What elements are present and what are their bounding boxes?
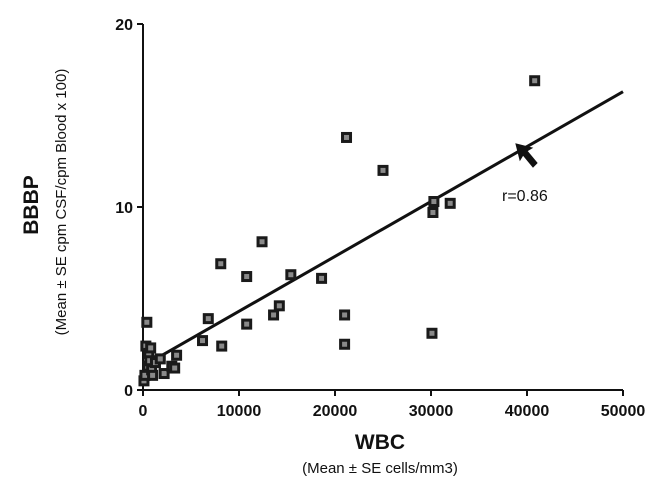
data-point (154, 353, 166, 365)
data-point (285, 269, 297, 281)
y-tick-label: 10 (115, 200, 133, 217)
x-tick-label: 0 (139, 403, 148, 420)
data-point (426, 327, 438, 339)
data-point (268, 309, 280, 321)
data-point (158, 368, 170, 380)
annotation: r=0.86 (502, 143, 548, 205)
x-tick-label: 30000 (409, 403, 454, 420)
data-point (202, 313, 214, 325)
data-point (216, 340, 228, 352)
data-point (241, 318, 253, 330)
y-ticks: 0 10 20 (115, 17, 143, 400)
x-tick-label: 10000 (217, 403, 262, 420)
data-point (529, 75, 541, 87)
data-points (138, 75, 541, 387)
data-point (444, 197, 456, 209)
x-axis-title: WBC (355, 431, 405, 454)
data-point (147, 369, 159, 381)
data-point (339, 309, 351, 321)
y-tick-label: 20 (115, 17, 133, 34)
data-point (256, 236, 268, 248)
data-point (145, 342, 157, 354)
data-point (241, 271, 253, 283)
x-tick-label: 20000 (313, 403, 358, 420)
data-point (215, 258, 227, 270)
data-point (144, 355, 156, 367)
y-tick-label: 0 (124, 383, 133, 400)
data-point (169, 362, 181, 374)
trend-line (142, 90, 624, 368)
y-axis-subtitle: (Mean ± SE cpm CSF/cpm Blood x 100) (53, 69, 70, 336)
data-point (141, 316, 153, 328)
correlation-label: r=0.86 (502, 188, 548, 205)
data-point (339, 338, 351, 350)
data-point (171, 349, 183, 361)
data-point (377, 164, 389, 176)
x-axis-subtitle: (Mean ± SE cells/mm3) (302, 460, 458, 477)
data-point (197, 335, 209, 347)
data-point (427, 206, 439, 218)
arrow-icon (515, 143, 538, 168)
data-point (273, 300, 285, 312)
x-tick-label: 50000 (601, 403, 646, 420)
y-axis-title: BBBP (20, 175, 43, 235)
axes (142, 24, 623, 391)
data-point (341, 131, 353, 143)
data-point (428, 196, 440, 208)
data-point (139, 369, 151, 381)
x-tick-label: 40000 (505, 403, 550, 420)
data-point (316, 272, 328, 284)
x-ticks: 0 10000 20000 30000 40000 50000 (139, 390, 646, 420)
